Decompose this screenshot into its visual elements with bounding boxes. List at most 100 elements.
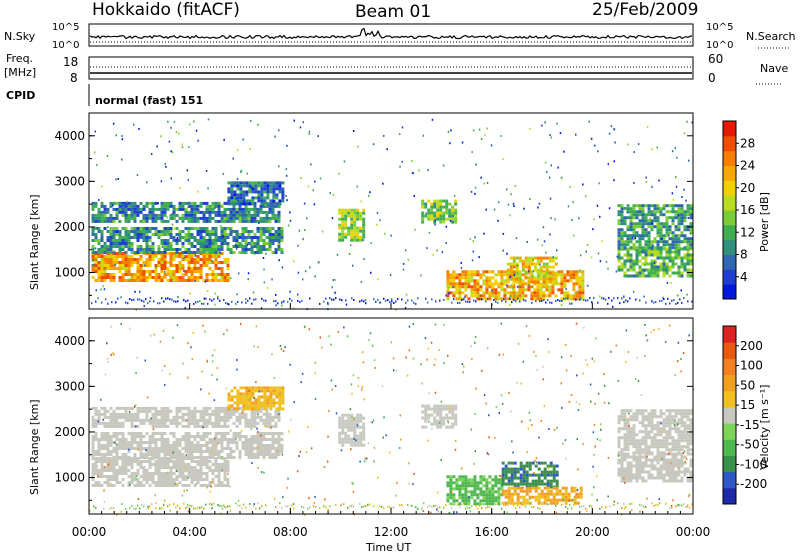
echo-cell bbox=[485, 493, 488, 496]
echo-cell bbox=[179, 481, 182, 484]
echo-cell bbox=[194, 413, 197, 416]
echo-cell bbox=[260, 416, 263, 419]
echo-cell bbox=[485, 282, 488, 285]
echo-cell bbox=[648, 213, 651, 216]
scatter-cell bbox=[129, 278, 131, 280]
scatter-cell bbox=[473, 240, 475, 242]
scatter-cell bbox=[137, 174, 139, 176]
echo-cell bbox=[675, 240, 678, 243]
echo-cell bbox=[266, 453, 269, 456]
echo-cell bbox=[690, 204, 693, 207]
echo-cell bbox=[545, 288, 548, 291]
echo-cell bbox=[110, 478, 113, 481]
echo-cell bbox=[95, 258, 98, 261]
echo-cell bbox=[546, 257, 549, 260]
echo-cell bbox=[350, 423, 353, 426]
echo-cell bbox=[176, 450, 179, 453]
echo-cell bbox=[155, 463, 158, 466]
scatter-cell bbox=[373, 143, 375, 145]
echo-cell bbox=[257, 444, 260, 447]
echo-cell bbox=[134, 205, 137, 208]
echo-cell bbox=[236, 187, 239, 190]
echo-cell bbox=[681, 248, 684, 251]
echo-cell bbox=[182, 407, 185, 410]
echo-cell bbox=[101, 279, 104, 282]
echo-cell bbox=[516, 272, 519, 275]
scatter-cell bbox=[188, 146, 190, 148]
echo-cell bbox=[194, 261, 197, 264]
ground-scatter-cell bbox=[327, 302, 329, 304]
ground-scatter-cell bbox=[115, 301, 117, 303]
echo-cell bbox=[678, 204, 681, 207]
scatter-cell bbox=[294, 120, 296, 122]
echo-cell bbox=[143, 217, 146, 220]
echo-cell bbox=[218, 220, 221, 223]
colorbar-swatch bbox=[723, 151, 736, 166]
scatter-cell bbox=[257, 124, 259, 126]
echo-cell bbox=[684, 228, 687, 231]
ground-scatter-cell bbox=[95, 301, 97, 303]
echo-cell bbox=[215, 407, 218, 410]
echo-cell bbox=[511, 499, 514, 502]
echo-cell bbox=[578, 279, 581, 282]
echo-cell bbox=[179, 270, 182, 273]
echo-cell bbox=[473, 478, 476, 481]
echo-cell bbox=[203, 450, 206, 453]
echo-cell bbox=[556, 480, 559, 483]
echo-cell bbox=[260, 245, 263, 248]
ground-scatter-cell bbox=[635, 299, 637, 301]
echo-cell bbox=[188, 227, 191, 230]
echo-cell bbox=[642, 257, 645, 260]
ground-scatter-cell bbox=[611, 300, 613, 302]
echo-cell bbox=[248, 190, 251, 193]
echo-cell bbox=[149, 441, 152, 444]
echo-cell bbox=[618, 243, 621, 246]
echo-cell bbox=[176, 478, 179, 481]
scatter-cell bbox=[652, 148, 654, 150]
echo-cell bbox=[191, 214, 194, 217]
echo-cell bbox=[275, 248, 278, 251]
echo-cell bbox=[233, 422, 236, 425]
echo-cell bbox=[525, 260, 528, 263]
echo-cell bbox=[458, 484, 461, 487]
echo-cell bbox=[272, 217, 275, 220]
echo-cell bbox=[546, 272, 549, 275]
scatter-cell bbox=[609, 133, 611, 135]
echo-cell bbox=[515, 291, 518, 294]
echo-cell bbox=[134, 453, 137, 456]
echo-cell bbox=[146, 441, 149, 444]
echo-cell bbox=[633, 222, 636, 225]
echo-cell bbox=[269, 236, 272, 239]
echo-cell bbox=[362, 218, 365, 221]
ground-scatter-cell bbox=[187, 300, 189, 302]
echo-cell bbox=[188, 255, 191, 258]
echo-cell bbox=[155, 425, 158, 428]
echo-cell bbox=[134, 258, 137, 261]
echo-cell bbox=[341, 218, 344, 221]
echo-cell bbox=[155, 255, 158, 258]
echo-cell bbox=[98, 441, 101, 444]
echo-cell bbox=[140, 450, 143, 453]
echo-cell bbox=[113, 450, 116, 453]
echo-cell bbox=[131, 413, 134, 416]
echo-cell bbox=[257, 395, 260, 398]
echo-cell bbox=[152, 463, 155, 466]
echo-cell bbox=[455, 291, 458, 294]
echo-cell bbox=[548, 285, 551, 288]
echo-cell bbox=[245, 392, 248, 395]
echo-cell bbox=[341, 426, 344, 429]
echo-cell bbox=[528, 260, 531, 263]
echo-cell bbox=[146, 233, 149, 236]
echo-cell bbox=[263, 413, 266, 416]
echo-cell bbox=[227, 407, 230, 410]
scatter-cell bbox=[503, 250, 505, 252]
echo-cell bbox=[458, 487, 461, 490]
echo-cell bbox=[203, 460, 206, 463]
echo-cell bbox=[663, 477, 666, 480]
echo-cell bbox=[359, 435, 362, 438]
echo-cell bbox=[272, 404, 275, 407]
ground-scatter-cell bbox=[435, 300, 437, 302]
scatter-cell bbox=[300, 126, 302, 128]
echo-cell bbox=[645, 213, 648, 216]
scatter-cell bbox=[357, 146, 359, 148]
